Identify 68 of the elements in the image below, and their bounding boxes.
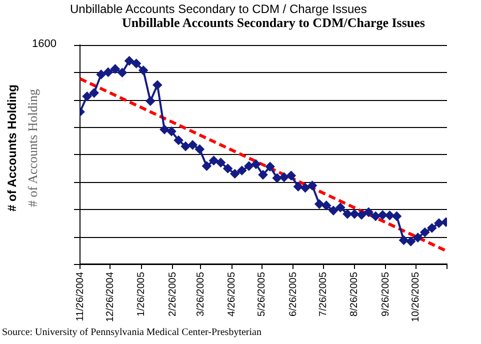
point bbox=[272, 174, 282, 183]
point bbox=[160, 124, 169, 134]
point bbox=[146, 96, 155, 106]
point bbox=[96, 70, 106, 79]
point bbox=[420, 228, 430, 237]
text: # of Accounts Holding bbox=[25, 88, 41, 208]
x-tick-label: 7/26/2005 bbox=[318, 272, 330, 316]
point bbox=[90, 88, 99, 98]
point bbox=[357, 210, 366, 220]
point bbox=[138, 66, 148, 75]
point bbox=[406, 236, 416, 246]
x-tick-label: 2/26/2005 bbox=[167, 272, 178, 316]
point bbox=[118, 68, 127, 78]
x-tick-label: 8/26/2005 bbox=[349, 272, 360, 316]
point bbox=[216, 158, 226, 168]
point bbox=[152, 80, 162, 90]
point bbox=[322, 200, 331, 210]
point bbox=[251, 160, 260, 169]
point bbox=[181, 142, 190, 151]
point bbox=[286, 171, 296, 180]
x-tick-label: 6/26/2005 bbox=[288, 272, 299, 316]
point bbox=[371, 212, 380, 221]
x-tick-label: 10/26/2005 bbox=[410, 272, 422, 322]
point bbox=[167, 126, 176, 136]
point bbox=[174, 136, 184, 145]
point bbox=[266, 162, 275, 172]
x-tick-label: 12/26/2004 bbox=[104, 272, 116, 322]
point bbox=[364, 208, 374, 217]
point bbox=[230, 169, 240, 178]
text: 1600 bbox=[32, 38, 56, 50]
point bbox=[209, 156, 218, 166]
point bbox=[202, 162, 212, 171]
chart-subtitle: Unbillable Accounts Secondary to CDM/Charge Issues bbox=[122, 15, 425, 31]
y-axis-title: # of Accounts Holding bbox=[5, 84, 19, 212]
point bbox=[188, 140, 198, 150]
point bbox=[258, 170, 268, 180]
x-tick-label: 3/26/2005 bbox=[195, 272, 206, 316]
point bbox=[110, 64, 120, 74]
point bbox=[378, 210, 388, 220]
point bbox=[413, 233, 422, 242]
point bbox=[195, 144, 204, 154]
point bbox=[314, 200, 324, 209]
point bbox=[427, 224, 436, 232]
point bbox=[336, 202, 345, 212]
chart-title: Unbillable Accounts Secondary to CDM / Charge Issues bbox=[70, 2, 367, 16]
point bbox=[132, 58, 141, 68]
point bbox=[294, 182, 303, 192]
point bbox=[342, 209, 352, 218]
point bbox=[300, 183, 310, 192]
point bbox=[124, 56, 134, 66]
point bbox=[392, 212, 402, 221]
x-tick-label: 11/26/2004 bbox=[74, 272, 86, 322]
point bbox=[308, 181, 317, 190]
point bbox=[104, 68, 113, 77]
x-tick-label: 1/26/2005 bbox=[136, 272, 148, 316]
point bbox=[399, 236, 408, 245]
point bbox=[237, 166, 246, 176]
point bbox=[244, 162, 254, 171]
x-tick-label: 4/26/2005 bbox=[226, 272, 238, 316]
point bbox=[385, 210, 394, 220]
x-tick-label: 5/26/2005 bbox=[256, 272, 268, 316]
point bbox=[280, 172, 289, 182]
point bbox=[328, 206, 338, 216]
point bbox=[223, 164, 232, 173]
point bbox=[82, 92, 92, 101]
x-tick-label: 9/26/2005 bbox=[380, 272, 392, 316]
source-note: Source: University of Pennsylvania Medical Center-Presbyterian bbox=[2, 327, 262, 338]
point bbox=[434, 218, 444, 228]
